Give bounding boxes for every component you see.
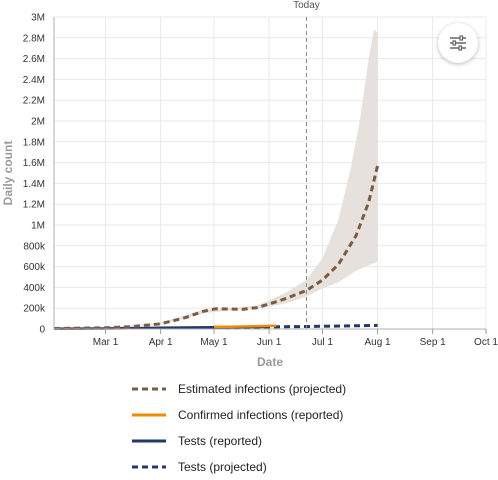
y-tick-label: 200k	[23, 304, 46, 315]
x-tick-label: Jul 1	[312, 337, 334, 348]
series-line	[213, 324, 277, 329]
today-label: Today	[293, 0, 320, 11]
x-tick-label: Apr 1	[149, 337, 173, 348]
legend-swatch	[132, 387, 166, 391]
uncertainty-band-layer	[54, 29, 378, 329]
legend-label: Tests (reported)	[178, 434, 263, 448]
legend-swatch	[132, 439, 166, 443]
grid	[54, 16, 487, 330]
y-axis-title: Daily count	[1, 141, 15, 206]
y-tick-label: 2.6M	[23, 54, 45, 65]
x-tick-label: May 1	[200, 337, 228, 348]
y-tick-label: 2.4M	[23, 75, 45, 86]
x-tick-label: Sep 1	[420, 337, 447, 348]
y-tick-label: 400k	[23, 283, 46, 294]
y-tick-label: 1.6M	[23, 158, 45, 169]
y-tick-label: 2.8M	[23, 33, 45, 44]
legend-item[interactable]: Tests (projected)	[132, 454, 346, 480]
filter-settings-button[interactable]	[438, 23, 478, 63]
y-tick-label: 0	[39, 325, 45, 336]
y-tick-label: 1.8M	[23, 137, 45, 148]
sliders-icon	[450, 35, 466, 51]
x-axis-title: Date	[257, 355, 283, 369]
y-tick-label: 1.4M	[23, 179, 45, 190]
y-tick-label: 3M	[31, 13, 45, 24]
legend-swatch	[132, 465, 166, 469]
x-tick-label: Mar 1	[93, 337, 119, 348]
axes: 0 200k 400k 600k 800k 1M 1.2M 1.4M 1.6M 1.8M 2M 2.2…	[23, 13, 498, 349]
y-tick-label: 1M	[31, 221, 45, 232]
legend-label: Estimated infections (projected)	[178, 382, 347, 396]
legend-item[interactable]: Tests (reported)	[132, 428, 346, 454]
y-tick-label: 2M	[31, 117, 45, 128]
y-tick-label: 600k	[23, 262, 46, 273]
y-tick-label: 800k	[23, 241, 46, 252]
today-reference: Today	[293, 0, 320, 329]
x-tick-label: Jun 1	[257, 337, 282, 348]
y-tick-label: 2.2M	[23, 96, 45, 107]
legend-label: Confirmed infections (reported)	[178, 408, 344, 422]
legend-item[interactable]: Confirmed infections (reported)	[132, 402, 346, 428]
x-tick-label: Oct 1	[474, 337, 498, 348]
chart: Today 0 200k 400k 600k 800k 1M 1.2M 1.4M 1.6M 1.8…	[1, 0, 498, 369]
series-line	[53, 165, 380, 330]
legend-item[interactable]: Estimated infections (projected)	[132, 376, 346, 402]
legend: Estimated infections (projected) Confirm…	[132, 376, 346, 480]
y-tick-label: 1.2M	[23, 200, 45, 211]
x-tick-label: Aug 1	[364, 337, 391, 348]
legend-swatch	[132, 413, 166, 417]
legend-label: Tests (projected)	[178, 460, 267, 474]
uncertainty-band	[54, 29, 378, 329]
